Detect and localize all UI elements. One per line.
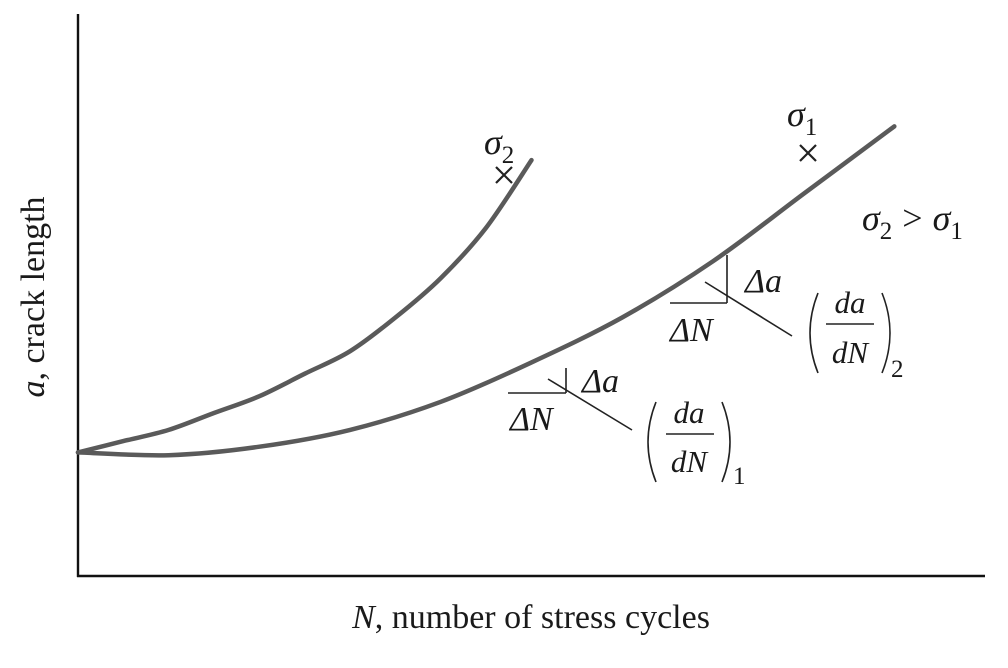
- frac-sub-2: 2: [891, 356, 904, 383]
- derivative-annotation-1: da dN 1: [647, 395, 746, 490]
- frac-den-2: dN: [832, 335, 871, 370]
- series-sigma2-end-marker: [495, 166, 513, 184]
- delta-n-label-1: ΔN: [508, 401, 555, 438]
- x-axis-label: N, number of stress cycles: [351, 599, 710, 636]
- slope-triangle-1: [508, 368, 633, 431]
- paren-right-2: [881, 292, 891, 374]
- frac-sub-1: 1: [733, 463, 746, 490]
- derivative-annotation-2: da dN 2: [809, 285, 904, 383]
- series-sigma2-curve: [75, 157, 534, 455]
- series-sigma1-curve: [75, 124, 897, 458]
- paren-left-1: [647, 401, 657, 483]
- delta-a-label-2: Δa: [743, 263, 782, 300]
- series-sigma1-end-marker: [799, 144, 817, 162]
- frac-num-1: da: [674, 395, 705, 430]
- y-axis-label: a, crack length: [15, 196, 52, 397]
- frac-num-2: da: [835, 285, 866, 320]
- slope-triangle-2: [670, 255, 793, 337]
- paren-left-2: [809, 292, 819, 374]
- slope-leader-1: [547, 378, 633, 431]
- frac-den-1: dN: [671, 444, 710, 479]
- series-sigma2-label: σ2: [484, 122, 514, 169]
- delta-n-label-2: ΔN: [668, 312, 715, 349]
- slope-leader-2: [704, 281, 793, 337]
- delta-a-label-1: Δa: [580, 363, 619, 400]
- series-sigma1-label: σ1: [787, 94, 817, 141]
- relation-label: σ2 > σ1: [862, 198, 963, 245]
- paren-right-1: [721, 401, 731, 483]
